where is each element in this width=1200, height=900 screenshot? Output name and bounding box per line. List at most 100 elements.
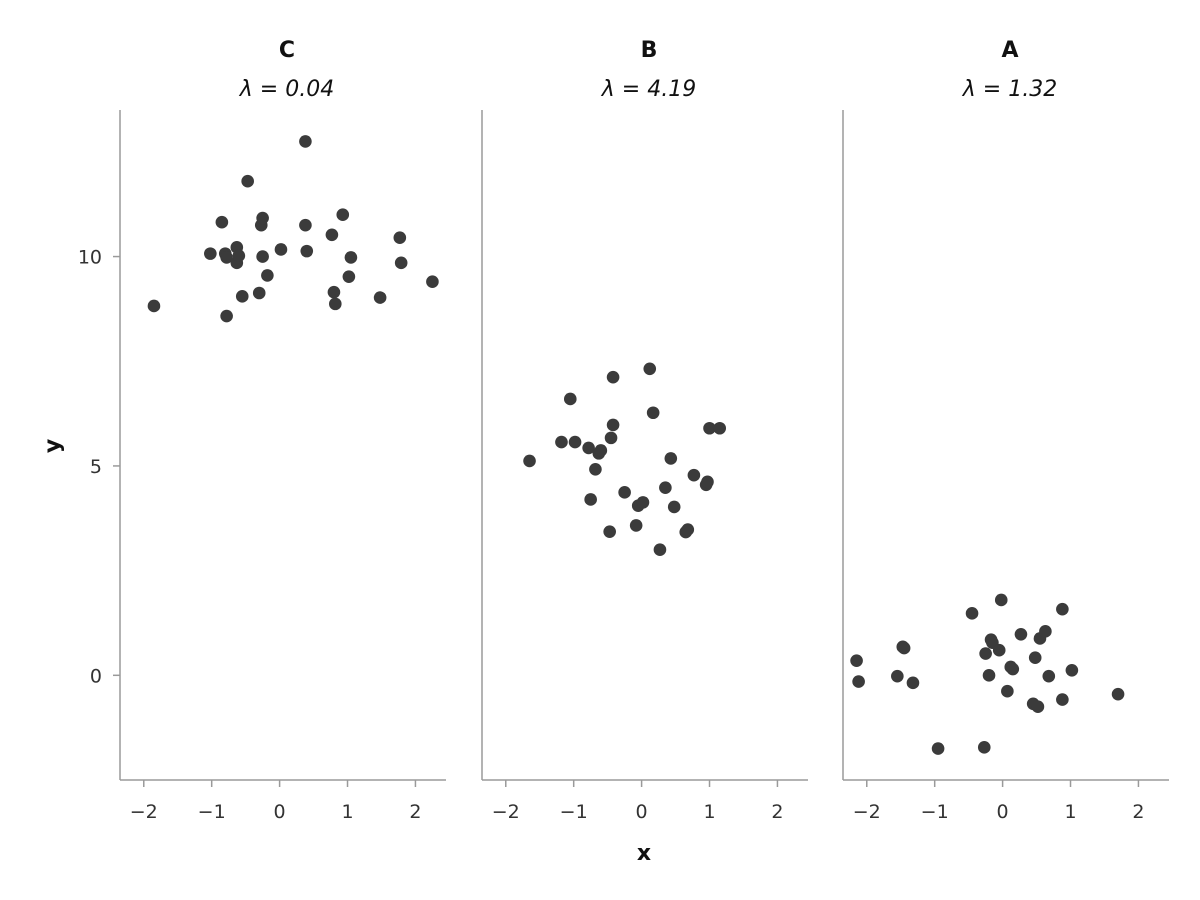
data-point bbox=[606, 370, 620, 384]
data-point bbox=[931, 742, 945, 755]
data-point bbox=[643, 362, 657, 376]
data-point bbox=[1006, 662, 1020, 676]
x-tick-label: 1 bbox=[1064, 801, 1076, 823]
y-tick-label: 0 bbox=[90, 665, 102, 687]
x-tick-label: −2 bbox=[853, 801, 881, 823]
data-point bbox=[1065, 663, 1079, 677]
x-tick-label: 1 bbox=[341, 801, 353, 823]
data-point bbox=[241, 174, 254, 188]
data-point bbox=[891, 669, 904, 683]
data-point bbox=[604, 431, 618, 445]
data-point bbox=[701, 475, 714, 489]
data-point bbox=[982, 669, 996, 682]
data-point bbox=[850, 654, 863, 667]
data-point bbox=[636, 496, 650, 509]
panel-title: A bbox=[1001, 38, 1018, 63]
data-point bbox=[147, 299, 161, 313]
x-tick-label: 1 bbox=[703, 801, 715, 823]
data-point bbox=[1042, 669, 1056, 683]
x-tick-label: −2 bbox=[492, 801, 520, 823]
data-point bbox=[603, 525, 616, 538]
y-tick-label: 10 bbox=[78, 247, 102, 269]
x-tick-label: 2 bbox=[771, 801, 783, 823]
data-point bbox=[681, 523, 695, 536]
x-tick-label: 0 bbox=[997, 801, 1009, 823]
panel-b: Bλ = 4.19 −2 −1 0 1 2 bbox=[481, 38, 808, 823]
x-axis-label: x bbox=[637, 841, 651, 866]
data-point bbox=[906, 676, 920, 690]
data-point bbox=[992, 643, 1006, 657]
data-point bbox=[687, 468, 701, 482]
data-point bbox=[1014, 627, 1028, 641]
y-axis-label: y bbox=[41, 439, 66, 453]
data-point bbox=[252, 286, 266, 300]
data-point bbox=[977, 741, 991, 754]
x-tick-label: 2 bbox=[1132, 801, 1144, 823]
panel-subtitle: λ = 1.32 bbox=[962, 77, 1057, 102]
data-point bbox=[568, 435, 582, 449]
panel-c: Cλ = 0.04 −2 −1 0 1 2 0 5 10 bbox=[78, 38, 446, 823]
data-point bbox=[594, 444, 608, 457]
x-tick-label: −2 bbox=[130, 801, 158, 823]
panel-subtitle: λ = 0.04 bbox=[239, 77, 334, 102]
data-point bbox=[646, 406, 660, 420]
data-point bbox=[373, 291, 387, 304]
data-point bbox=[897, 641, 911, 655]
data-point bbox=[703, 421, 716, 435]
data-point bbox=[232, 249, 246, 263]
panel-a: Aλ = 1.32 −2 −1 0 1 2 bbox=[842, 38, 1169, 823]
data-point bbox=[256, 211, 269, 225]
x-tick-label: 0 bbox=[636, 801, 648, 823]
data-point bbox=[555, 435, 568, 449]
data-point bbox=[582, 441, 595, 455]
data-point bbox=[1039, 625, 1052, 638]
data-point bbox=[606, 418, 620, 432]
data-point bbox=[629, 519, 643, 532]
data-point bbox=[235, 290, 249, 303]
data-point bbox=[299, 135, 312, 148]
data-point bbox=[589, 462, 602, 476]
data-point bbox=[344, 251, 358, 264]
data-point bbox=[979, 647, 992, 660]
data-point bbox=[325, 228, 339, 242]
data-point bbox=[1028, 651, 1042, 665]
data-point bbox=[256, 250, 269, 263]
data-point bbox=[1056, 602, 1069, 616]
data-point bbox=[523, 454, 536, 468]
data-point bbox=[342, 270, 356, 283]
data-point bbox=[965, 607, 979, 620]
data-point bbox=[393, 231, 407, 245]
data-point bbox=[618, 486, 631, 499]
x-tick-label: 0 bbox=[274, 801, 286, 823]
data-point bbox=[426, 275, 439, 288]
panel-title: B bbox=[641, 38, 658, 63]
data-point bbox=[852, 675, 865, 688]
data-point bbox=[584, 493, 597, 506]
data-point bbox=[667, 500, 681, 514]
data-point bbox=[1001, 684, 1014, 698]
data-point bbox=[1031, 700, 1045, 714]
data-point bbox=[300, 244, 314, 258]
x-tick-label: 2 bbox=[409, 801, 421, 823]
data-point bbox=[659, 481, 672, 495]
data-point bbox=[1056, 693, 1069, 706]
data-point bbox=[204, 247, 217, 260]
data-point bbox=[994, 593, 1008, 607]
x-tick-label: −1 bbox=[921, 801, 949, 823]
data-point bbox=[328, 297, 342, 311]
data-point bbox=[215, 215, 229, 229]
data-point bbox=[394, 256, 408, 270]
data-point bbox=[274, 243, 288, 256]
panel-title: C bbox=[279, 38, 295, 63]
data-point bbox=[336, 208, 350, 221]
data-point bbox=[1111, 687, 1125, 701]
data-point bbox=[664, 452, 678, 465]
data-point bbox=[653, 543, 667, 556]
panel-subtitle: λ = 4.19 bbox=[601, 77, 696, 102]
data-point bbox=[299, 218, 312, 232]
x-tick-label: −1 bbox=[560, 801, 588, 823]
y-tick-label: 5 bbox=[90, 456, 102, 478]
data-point bbox=[220, 309, 233, 323]
